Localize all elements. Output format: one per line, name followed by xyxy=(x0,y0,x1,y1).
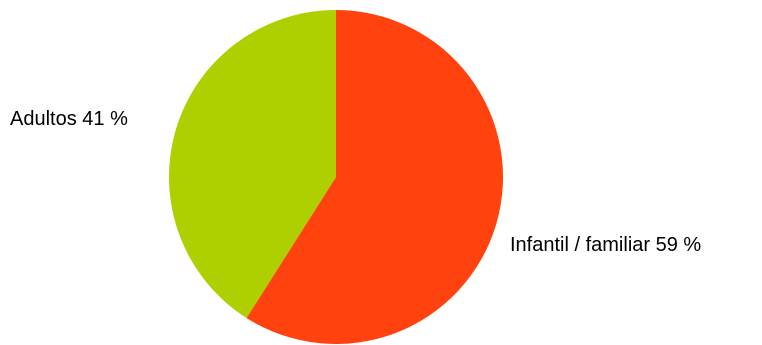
pie-slices xyxy=(169,10,503,344)
slice-label-infantil-familiar: Infantil / familiar 59 % xyxy=(510,234,701,256)
slice-label-adultos: Adultos 41 % xyxy=(10,108,128,130)
